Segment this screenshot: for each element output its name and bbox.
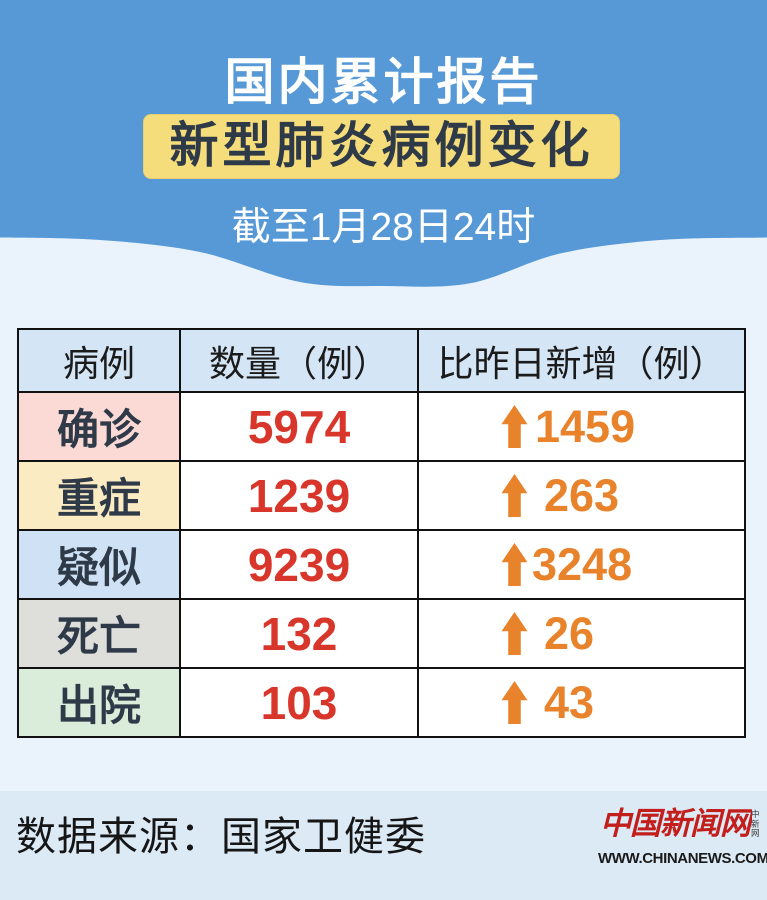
svg-text:中国新闻网: 中国新闻网: [600, 806, 752, 841]
